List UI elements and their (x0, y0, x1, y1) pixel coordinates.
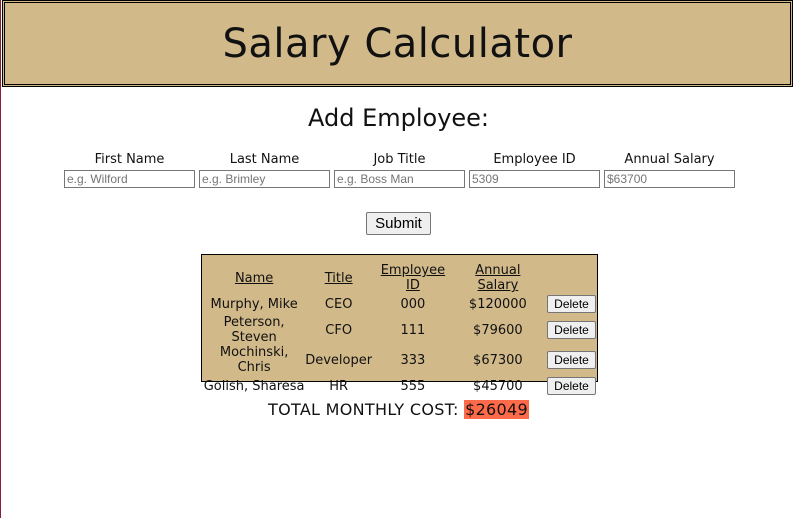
delete-button[interactable]: Delete (547, 295, 597, 313)
employee-salary: $120000 (468, 296, 527, 312)
annual-salary-field-group: Annual Salary (602, 152, 737, 188)
job-title-label: Job Title (373, 152, 426, 167)
employee-id: 111 (400, 322, 426, 338)
employee-title: Developer (305, 352, 373, 368)
employee-table-container: Name Title Employee ID Annual Salary Mur… (201, 254, 598, 395)
column-header-actions (542, 263, 597, 293)
employee-id-field-group: Employee ID (467, 152, 602, 188)
job-title-field-group: Job Title (332, 152, 467, 188)
total-label: TOTAL MONTHLY COST: (268, 400, 465, 419)
job-title-input[interactable] (334, 170, 465, 188)
employee-title: HR (329, 378, 349, 394)
delete-button[interactable]: Delete (547, 321, 597, 339)
employee-title: CFO (325, 322, 353, 338)
submit-button[interactable]: Submit (366, 212, 431, 235)
row-actions: Delete (542, 293, 597, 315)
app-header: Salary Calculator (2, 0, 793, 87)
employee-name: Mochinski, Chris (219, 345, 289, 375)
employee-name: Murphy, Mike (210, 296, 298, 312)
last-name-input[interactable] (199, 170, 330, 188)
column-header-employee-id: Employee ID (380, 263, 446, 293)
column-header-name: Name (234, 270, 274, 286)
row-actions: Delete (542, 375, 597, 397)
employee-id: 555 (400, 378, 426, 394)
delete-button[interactable]: Delete (547, 377, 597, 395)
add-employee-heading: Add Employee: (307, 104, 490, 132)
table-row: Peterson, Steven CFO 111 $79600 Delete (203, 315, 597, 345)
row-actions: Delete (542, 345, 597, 375)
last-name-field-group: Last Name (197, 152, 332, 188)
annual-salary-input[interactable] (604, 170, 735, 188)
column-header-title: Title (324, 270, 353, 286)
employee-id: 333 (400, 352, 426, 368)
employee-salary: $67300 (473, 352, 523, 368)
employee-id: 000 (400, 296, 426, 312)
employee-salary: $79600 (473, 322, 523, 338)
total-amount: $26049 (464, 400, 529, 419)
first-name-input[interactable] (64, 170, 195, 188)
employee-id-label: Employee ID (493, 152, 576, 167)
annual-salary-label: Annual Salary (624, 152, 715, 167)
delete-button[interactable]: Delete (547, 351, 597, 369)
table-row: Mochinski, Chris Developer 333 $67300 De… (203, 345, 597, 375)
employee-id-input[interactable] (469, 170, 600, 188)
table-row: Murphy, Mike CEO 000 $120000 Delete (203, 293, 597, 315)
employee-name: Peterson, Steven (223, 315, 285, 345)
last-name-label: Last Name (229, 152, 300, 167)
table-row: Golish, Sharesa HR 555 $45700 Delete (203, 375, 597, 397)
page-title: Salary Calculator (222, 20, 573, 67)
column-header-annual-salary: Annual Salary (475, 263, 521, 293)
total-monthly-cost: TOTAL MONTHLY COST: $26049 (1, 400, 795, 419)
employee-table: Name Title Employee ID Annual Salary Mur… (203, 263, 597, 397)
first-name-label: First Name (94, 152, 165, 167)
employee-form: First Name Last Name Job Title Employee … (62, 152, 737, 188)
employee-title: CEO (324, 296, 353, 312)
table-header-row: Name Title Employee ID Annual Salary (203, 263, 597, 293)
employee-salary: $45700 (473, 378, 523, 394)
employee-name: Golish, Sharesa (203, 378, 305, 394)
first-name-field-group: First Name (62, 152, 197, 188)
row-actions: Delete (542, 315, 597, 345)
